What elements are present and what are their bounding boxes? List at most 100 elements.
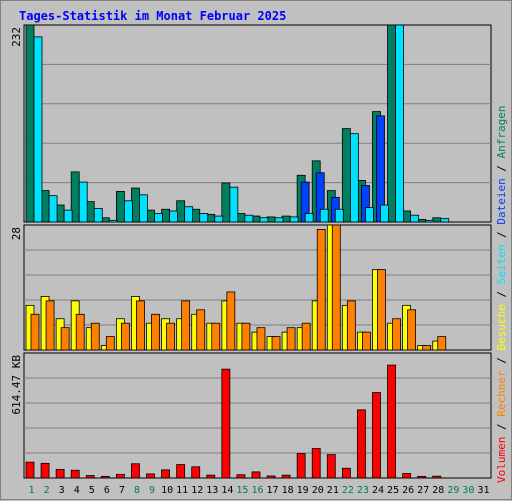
- bar-seiten-day-3: [63, 209, 73, 223]
- day-label: 19: [297, 485, 309, 496]
- bar-volumen-day-5: [85, 475, 95, 479]
- bar-seiten-day-21: [334, 208, 344, 223]
- bar-seiten-day-23: [365, 207, 374, 223]
- bar-volumen-day-6: [100, 475, 110, 479]
- day-label: 22: [342, 485, 354, 496]
- bar-seiten-day-7: [123, 200, 133, 223]
- bar-rechner-day-13: [211, 322, 221, 351]
- bar-seiten-day-8: [139, 194, 148, 223]
- bar-rechner-day-27: [422, 345, 432, 351]
- bar-volumen-day-28: [432, 475, 442, 479]
- bar-rechner-day-6: [105, 336, 115, 351]
- day-label: 4: [74, 485, 80, 496]
- panel-bottom-background: [23, 352, 492, 479]
- day-label: 30: [462, 485, 474, 496]
- bar-rechner-day-7: [120, 322, 130, 351]
- bar-seiten-day-4: [78, 181, 88, 223]
- bar-volumen-day-2: [40, 462, 50, 479]
- panel-top-background: [23, 24, 492, 223]
- bar-seiten-day-19: [304, 213, 314, 223]
- panel-middle-ymax-label: 28: [10, 227, 23, 240]
- panel-top: 232: [10, 24, 492, 223]
- bar-seiten-day-5: [93, 208, 103, 223]
- day-label: 21: [327, 485, 339, 496]
- bar-rechner-day-24: [377, 269, 386, 351]
- day-label: 24: [372, 485, 384, 496]
- plot-panels: 232 28 614.47 KB: [10, 24, 492, 479]
- bar-rechner-day-18: [286, 327, 296, 351]
- legend-separator: /: [495, 158, 508, 178]
- bar-seiten-day-17: [274, 217, 284, 223]
- bar-rechner-day-15: [241, 322, 251, 351]
- bar-rechner-day-22: [346, 300, 356, 351]
- day-label: 6: [104, 485, 110, 496]
- bar-volumen-day-17: [266, 475, 276, 479]
- day-label: 17: [267, 485, 279, 496]
- legend-item-anfragen: Anfragen: [495, 105, 508, 158]
- bar-rechner-day-17: [271, 336, 281, 351]
- bar-rechner-day-25: [392, 318, 401, 351]
- bar-seiten-day-9: [154, 213, 163, 223]
- bar-anfragen-day-25: [387, 24, 396, 223]
- day-label: 15: [236, 485, 248, 496]
- day-label: 29: [447, 485, 459, 496]
- day-label: 5: [89, 485, 95, 496]
- bar-volumen-day-3: [55, 469, 65, 479]
- legend-item-dateien: Dateien: [495, 178, 508, 224]
- bar-volumen-day-26: [402, 473, 412, 479]
- day-label: 27: [417, 485, 429, 496]
- bar-seiten-day-28: [440, 218, 450, 223]
- day-label: 9: [149, 485, 155, 496]
- bar-volumen-day-16: [251, 471, 261, 479]
- panel-bottom: 614.47 KB: [10, 352, 492, 479]
- bar-rechner-day-5: [90, 322, 100, 351]
- bar-seiten-day-20: [319, 208, 329, 223]
- day-label: 23: [357, 485, 369, 496]
- bar-volumen-day-13: [206, 474, 216, 479]
- bar-seiten-day-10: [169, 210, 178, 223]
- bar-rechner-day-2: [45, 300, 55, 351]
- bar-volumen-day-19: [296, 453, 306, 479]
- bar-anfragen-day-1: [25, 24, 35, 223]
- bar-volumen-day-12: [191, 466, 201, 479]
- day-label: 10: [161, 485, 173, 496]
- bar-rechner-day-1: [30, 313, 40, 351]
- bar-volumen-day-23: [357, 409, 366, 479]
- bar-seiten-day-12: [199, 213, 209, 223]
- bar-rechner-day-9: [151, 313, 160, 351]
- day-label: 12: [191, 485, 203, 496]
- legend-item-seiten: Seiten: [495, 245, 508, 285]
- bar-volumen-day-18: [281, 474, 291, 479]
- bar-seiten-day-27: [425, 219, 435, 223]
- bar-volumen-day-14: [221, 368, 231, 479]
- day-label: 18: [282, 485, 294, 496]
- bar-rechner-day-19: [301, 322, 311, 351]
- bar-volumen-day-1: [25, 461, 35, 479]
- legend-separator: /: [495, 225, 508, 245]
- bar-anfragen-day-7: [115, 191, 125, 223]
- bar-rechner-day-26: [407, 309, 417, 351]
- bar-rechner-day-8: [136, 300, 145, 351]
- bar-volumen-day-10: [161, 469, 170, 479]
- bar-seiten-day-11: [184, 206, 194, 223]
- legend-item-volumen: Volumen: [495, 437, 508, 483]
- bar-volumen-day-25: [387, 364, 396, 479]
- bar-rechner-day-11: [181, 300, 191, 351]
- bar-volumen-day-9: [146, 473, 155, 479]
- bar-rechner-day-10: [166, 322, 175, 351]
- bar-seiten-day-1: [33, 36, 43, 223]
- bar-seiten-day-16: [259, 217, 269, 223]
- bar-volumen-day-27: [417, 475, 427, 479]
- bar-volumen-day-20: [311, 448, 321, 479]
- day-label: 16: [251, 485, 263, 496]
- bar-rechner-day-28: [437, 336, 447, 351]
- bar-rechner-day-16: [256, 327, 266, 351]
- bar-rechner-day-21: [331, 224, 341, 351]
- day-label: 13: [206, 485, 218, 496]
- day-label: 26: [402, 485, 414, 496]
- bar-rechner-day-23: [362, 331, 371, 351]
- legend-separator: /: [495, 351, 508, 371]
- day-label: 3: [59, 485, 65, 496]
